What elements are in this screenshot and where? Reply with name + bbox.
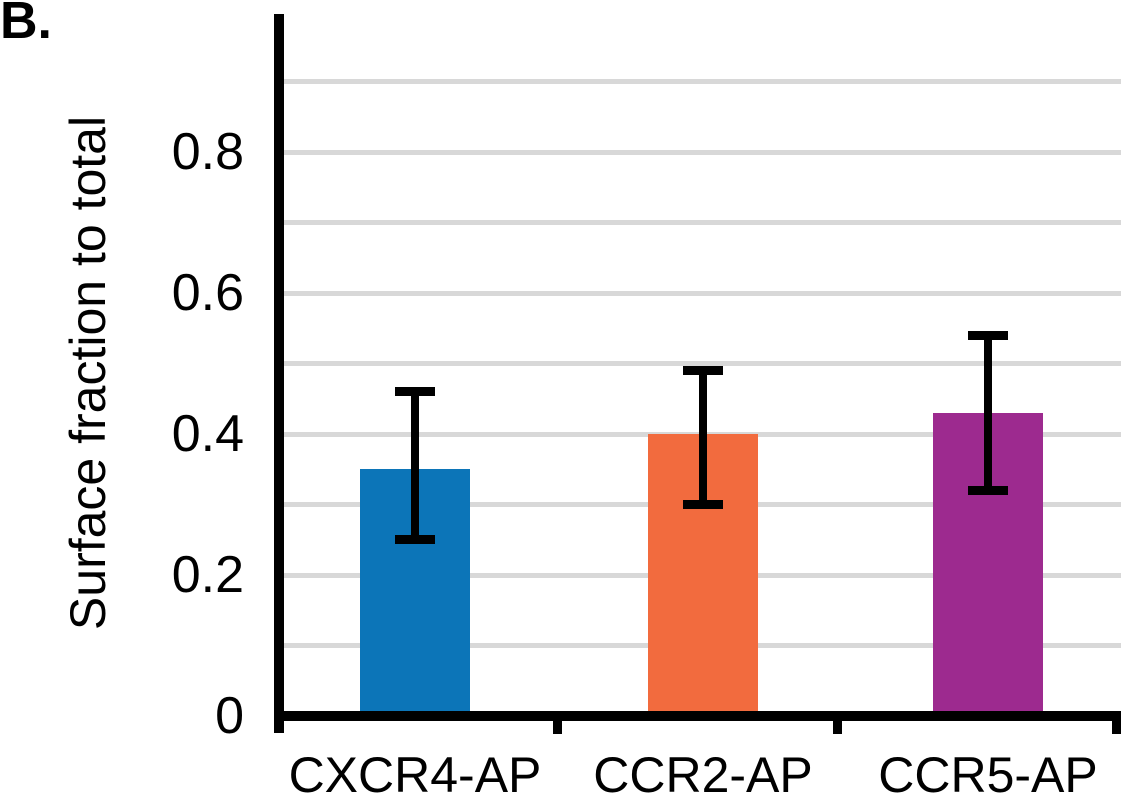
gridline (274, 220, 1121, 225)
error-bar-cap-bottom (968, 485, 1008, 495)
error-bar-line (699, 370, 707, 505)
x-category-label-CCR5-AP: CCR5-AP (878, 747, 1098, 800)
x-category-label-CCR2-AP: CCR2-AP (593, 747, 813, 800)
gridline (274, 290, 1121, 296)
y-tick-label: 0.4 (171, 405, 244, 463)
y-tick-label: 0.8 (171, 123, 244, 181)
x-axis-tick (552, 711, 562, 734)
gridline (274, 361, 1121, 366)
error-bar-cap-top (968, 330, 1008, 340)
y-tick-label: 0 (215, 687, 244, 745)
error-bar-cap-top (683, 366, 723, 376)
x-axis-end-tick (1112, 711, 1121, 734)
x-axis-tick (832, 711, 842, 734)
error-bar-cap-bottom (395, 535, 435, 545)
error-bar-line (984, 335, 992, 491)
y-axis-line (274, 14, 284, 733)
error-bar-cap-bottom (683, 500, 723, 509)
panel-label: B. (0, 0, 52, 50)
gridline (274, 79, 1121, 84)
error-bar-cap-top (395, 387, 435, 397)
y-tick-label: 0.6 (171, 264, 244, 322)
x-category-label-CXCR4-AP: CXCR4-AP (288, 747, 542, 800)
gridline (274, 149, 1121, 155)
x-axis-line (274, 711, 1121, 721)
y-tick-label: 0.2 (171, 546, 244, 604)
error-bar-line (411, 391, 419, 540)
